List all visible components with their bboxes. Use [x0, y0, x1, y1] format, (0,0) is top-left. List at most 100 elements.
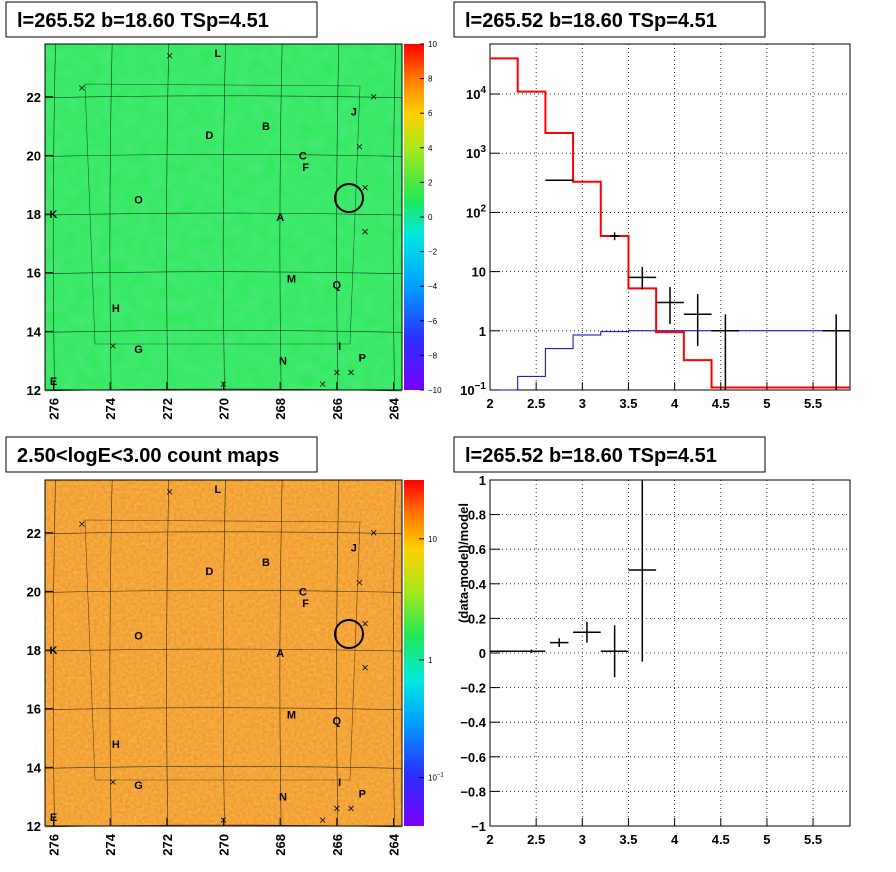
x-tick-label: 2.5 — [527, 396, 545, 411]
y-tick-label: 0.4 — [468, 577, 487, 592]
panel-title: l=265.52 b=18.60 TSp=4.51 — [465, 10, 717, 32]
x-tick-label: 264 — [387, 833, 402, 855]
y-tick-label: 104 — [466, 85, 486, 102]
source-label-g: G — [134, 780, 143, 792]
x-tick-label: 3.5 — [619, 396, 637, 411]
x-tick-label: 3 — [579, 396, 586, 411]
parallel-line — [44, 590, 403, 593]
cross-mark — [334, 369, 340, 376]
cross-mark — [356, 143, 363, 150]
y-tick-label: 12 — [27, 383, 41, 398]
x-tick-label: 268 — [273, 834, 288, 856]
map-axis-ticks: 276 274 272 270 268 266 264 12 14 16 18 20 22 — [27, 526, 402, 856]
meridian-line — [166, 479, 170, 827]
roi-outline — [84, 83, 361, 345]
x-tick-label: 5 — [763, 832, 770, 847]
parallel-line — [44, 154, 403, 157]
y-tick-label: 18 — [27, 643, 41, 658]
cross-mark — [362, 620, 368, 627]
colorbar-tick-label: 4 — [428, 144, 433, 153]
background-model-histogram — [490, 330, 850, 391]
meridian-line — [109, 479, 113, 827]
tick-exponent: −1 — [475, 381, 487, 392]
y-tick-label: 10−1 — [460, 381, 486, 398]
meridian-line — [392, 43, 396, 391]
target-circle — [334, 619, 364, 649]
colorbar-tick-label: −2 — [428, 248, 438, 257]
parallel-line — [44, 766, 403, 769]
tick-base: 10 — [466, 205, 480, 220]
cross-mark — [79, 85, 85, 91]
parallel-line — [44, 531, 403, 535]
x-tick-label: 276 — [47, 398, 62, 420]
residual-plot: 2 2.5 3 3.5 4 4.5 5 5.5 1 0.8 0.6 0.4 0.2 0 −0.2 −0.4 −0… — [456, 473, 850, 847]
tick-exponent: 3 — [480, 144, 486, 155]
source-label-j: J — [351, 106, 357, 118]
meridian-line — [52, 479, 56, 827]
y-tick-label: 10 — [472, 265, 486, 280]
colorbar-tick-label: 10 — [428, 535, 437, 544]
cross-mark — [348, 369, 354, 376]
source-labels: LJBDCFOKAMQHGNIPE — [50, 484, 377, 824]
tick-base: 10 — [428, 774, 437, 783]
source-label-n: N — [279, 356, 287, 368]
colorbar — [404, 44, 424, 390]
meridian-line — [222, 43, 226, 391]
meridian-line — [109, 43, 113, 391]
panel-spectrum: l=265.52 b=18.60 TSp=4.51 2 2.5 3 3.5 4 4.5 5 5… — [453, 1, 851, 411]
source-label-j: J — [351, 542, 357, 554]
colorbar-tick-label: −4 — [428, 282, 438, 291]
tick-exponent: −1 — [437, 773, 445, 779]
y-tick-label: −0.8 — [460, 784, 486, 799]
source-label-l: L — [214, 484, 221, 496]
source-label-b: B — [262, 121, 270, 133]
source-label-a: A — [276, 212, 284, 224]
cross-mark — [362, 228, 368, 235]
y-tick-label: 14 — [27, 324, 42, 339]
target-circle — [334, 183, 364, 213]
title-box — [453, 436, 766, 473]
colorbar-tick-label: 0 — [428, 213, 433, 222]
x-tick-label: 4.5 — [712, 396, 730, 411]
meridian-line — [279, 479, 283, 827]
title-box — [453, 1, 766, 38]
source-label-m: M — [287, 274, 296, 286]
meridian-line — [52, 43, 56, 391]
colorbar-tick-label: 6 — [428, 109, 433, 118]
meridian-line — [222, 479, 226, 827]
source-label-f: F — [302, 598, 309, 610]
x-tick-label: 268 — [273, 398, 288, 420]
source-label-g: G — [134, 344, 143, 356]
y-axis-label: (data-model)/model — [456, 503, 471, 623]
source-label-c: C — [299, 586, 307, 598]
source-label-i: I — [338, 341, 341, 353]
y-tick-label: 14 — [27, 760, 42, 775]
source-label-h: H — [112, 739, 120, 751]
cross-mark — [356, 579, 363, 586]
panel-title: 2.50<logE<3.00 count maps — [17, 445, 279, 467]
x-tick-label: 4 — [671, 396, 679, 411]
y-tick-label: 0.2 — [468, 611, 486, 626]
y-tick-label: 0.8 — [468, 508, 486, 523]
source-label-l: L — [214, 48, 221, 60]
tick-exponent: 2 — [480, 203, 486, 214]
y-tick-label: 103 — [466, 144, 486, 161]
y-tick-label: 18 — [27, 207, 41, 222]
source-label-o: O — [134, 630, 143, 642]
cross-mark — [166, 488, 173, 495]
meridian-line — [392, 479, 396, 827]
source-label-h: H — [112, 303, 120, 315]
y-tick-label: 102 — [466, 203, 486, 220]
x-tick-label: 270 — [217, 834, 232, 856]
source-label-b: B — [262, 557, 270, 569]
panel-residuals: l=265.52 b=18.60 TSp=4.51 2 2.5 3 3.5 4 4.5 5 5… — [453, 436, 851, 847]
colorbar-ticks: 10 8 6 4 2 0 −2 −4 −6 −8 −10 — [420, 40, 442, 395]
y-tick-label: −0.4 — [460, 715, 486, 730]
panel-title: l=265.52 b=18.60 TSp=4.51 — [17, 10, 269, 32]
x-tick-label: 270 — [217, 398, 232, 420]
plot-frame — [489, 43, 851, 391]
tick-base: 10 — [466, 146, 480, 161]
